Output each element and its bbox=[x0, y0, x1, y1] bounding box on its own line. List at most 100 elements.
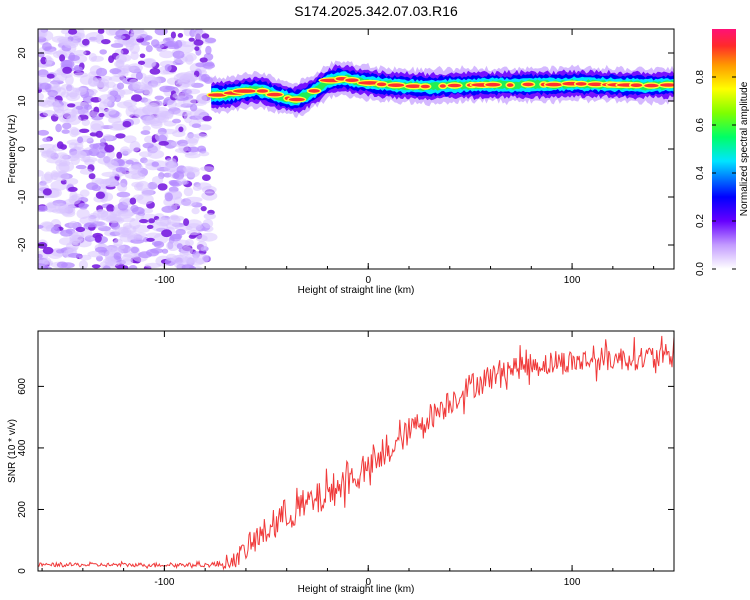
noise-blob bbox=[146, 224, 154, 229]
noise-blob bbox=[61, 59, 75, 69]
ridge-peak bbox=[644, 83, 659, 88]
noise-blob bbox=[204, 61, 215, 67]
noise-blob bbox=[104, 177, 118, 187]
noise-blob bbox=[39, 82, 51, 90]
colorbar: 0.0 0.2 0.4 0.6 0.8 Normalized spectral ampl… bbox=[695, 29, 750, 276]
noise-blob bbox=[76, 208, 90, 219]
ridge-peak bbox=[447, 83, 462, 88]
noise-blob bbox=[117, 71, 129, 77]
spectrogram-y-label: Frequency (Hz) bbox=[7, 115, 18, 184]
noise-blob bbox=[154, 95, 165, 101]
noise-blob bbox=[114, 35, 126, 40]
noise-blob bbox=[59, 154, 69, 160]
noise-blob bbox=[50, 226, 60, 234]
noise-blob bbox=[38, 129, 49, 136]
ridge-peak bbox=[266, 92, 283, 97]
noise-blob bbox=[146, 232, 161, 239]
noise-blob bbox=[61, 129, 70, 134]
noise-blob bbox=[69, 126, 79, 138]
noise-blob bbox=[75, 105, 84, 110]
noise-blob bbox=[47, 89, 58, 97]
noise-blob bbox=[200, 206, 207, 212]
colorbar-tick-label: 0.4 bbox=[695, 166, 706, 180]
noise-blob bbox=[180, 246, 193, 256]
noise-blob bbox=[186, 88, 201, 95]
noise-blob bbox=[42, 110, 56, 117]
noise-blob bbox=[145, 45, 153, 53]
noise-blob bbox=[81, 119, 91, 126]
noise-blob bbox=[105, 29, 117, 36]
noise-blob bbox=[59, 54, 66, 62]
noise-blob bbox=[151, 76, 162, 87]
noise-blob bbox=[198, 124, 212, 131]
noise-blob bbox=[123, 99, 137, 108]
noise-blob bbox=[42, 246, 54, 255]
noise-blob bbox=[109, 90, 119, 97]
noise-blob bbox=[139, 219, 149, 224]
noise-blob bbox=[153, 44, 165, 49]
noise-blob bbox=[56, 249, 65, 254]
noise-blob bbox=[175, 228, 186, 236]
noise-blob bbox=[113, 94, 122, 103]
noise-blob bbox=[42, 188, 52, 196]
noise-blob bbox=[103, 98, 112, 107]
noise-blob bbox=[177, 33, 184, 38]
noise-blob bbox=[89, 143, 100, 149]
noise-blob bbox=[75, 226, 86, 233]
noise-blob bbox=[132, 81, 148, 92]
noise-blob bbox=[38, 92, 44, 101]
noise-blob bbox=[191, 123, 201, 128]
noise-blob bbox=[44, 171, 53, 182]
noise-blob bbox=[85, 111, 100, 117]
noise-blob bbox=[46, 73, 55, 79]
colorbar-ticks: 0.0 0.2 0.4 0.6 0.8 bbox=[695, 70, 736, 276]
noise-blob bbox=[142, 58, 156, 68]
noise-blob bbox=[84, 223, 97, 228]
noise-blob bbox=[183, 218, 190, 227]
noise-blob bbox=[152, 175, 164, 185]
noise-blob bbox=[159, 50, 174, 59]
noise-blob bbox=[60, 144, 67, 150]
noise-blob bbox=[97, 29, 105, 34]
noise-blob bbox=[82, 38, 90, 46]
noise-blob bbox=[69, 191, 78, 201]
noise-blob bbox=[131, 206, 145, 215]
noise-blob bbox=[101, 75, 113, 82]
colorbar-label: Normalized spectral amplitude bbox=[739, 81, 750, 216]
noise-blob bbox=[61, 122, 72, 130]
noise-blob bbox=[99, 49, 107, 55]
noise-blob bbox=[166, 240, 180, 251]
ridge-peak bbox=[387, 83, 405, 87]
noise-blob bbox=[61, 262, 75, 269]
ridge-peak bbox=[405, 84, 422, 88]
noise-blob bbox=[117, 65, 136, 71]
ridge-peak bbox=[345, 78, 359, 82]
noise-blob bbox=[188, 37, 195, 42]
noise-blob bbox=[172, 92, 187, 99]
noise-blob bbox=[170, 31, 176, 39]
ridge-peak bbox=[208, 93, 227, 97]
spectrogram-x-tick-label: -100 bbox=[154, 275, 174, 286]
spectrogram-x-label: Height of straight line (km) bbox=[298, 285, 415, 296]
noise-blob bbox=[105, 260, 120, 267]
noise-blob bbox=[77, 136, 84, 144]
noise-blob bbox=[148, 218, 156, 224]
noise-blob bbox=[90, 119, 104, 131]
noise-blob bbox=[62, 66, 72, 74]
noise-blob bbox=[95, 246, 107, 253]
ridge-peak bbox=[660, 83, 674, 87]
frequency-ridge bbox=[206, 60, 674, 118]
noise-blob bbox=[117, 182, 128, 192]
snr-frame bbox=[37, 330, 675, 572]
noise-blob bbox=[115, 133, 126, 139]
spectrogram-y-tick-label: 0 bbox=[17, 146, 28, 152]
spectrogram-x-axis: -100 0 100 bbox=[41, 29, 655, 286]
noise-blob bbox=[202, 218, 214, 229]
noise-blob bbox=[178, 178, 188, 186]
noise-blob bbox=[68, 52, 76, 61]
ridge-peak bbox=[522, 82, 534, 87]
noise-blob bbox=[42, 137, 51, 142]
noise-blob bbox=[42, 257, 52, 265]
noise-blob bbox=[95, 191, 105, 199]
ridge-peak bbox=[545, 82, 563, 87]
